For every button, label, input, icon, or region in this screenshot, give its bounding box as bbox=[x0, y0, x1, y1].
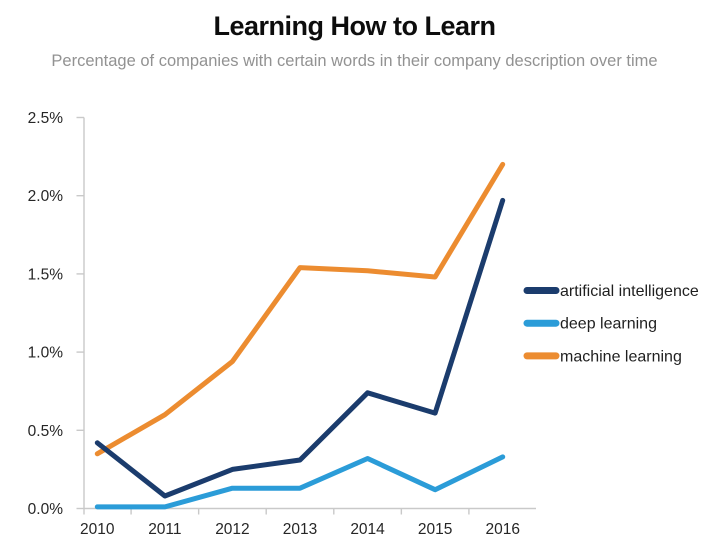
y-tick-label: 2.5% bbox=[28, 110, 64, 127]
legend-label-deep-learning: deep learning bbox=[560, 316, 657, 333]
legend-label-machine-learning: machine learning bbox=[560, 348, 682, 365]
x-tick-label: 2016 bbox=[485, 521, 519, 538]
legend-label-artificial-intelligence: artificial intelligence bbox=[560, 283, 699, 300]
x-tick-label: 2015 bbox=[418, 521, 452, 538]
y-tick-label: 0.5% bbox=[28, 423, 64, 440]
y-tick-label: 2.0% bbox=[28, 188, 64, 205]
y-tick-label: 1.5% bbox=[28, 266, 64, 283]
y-tick-label: 0.0% bbox=[28, 501, 64, 518]
x-tick-label: 2011 bbox=[148, 521, 181, 538]
series-line-machine-learning bbox=[94, 161, 506, 457]
x-tick-label: 2010 bbox=[80, 521, 115, 538]
chart-title: Learning How to Learn bbox=[213, 11, 496, 41]
series-line-artificial-intelligence bbox=[94, 197, 506, 499]
series-line-deep-learning bbox=[94, 454, 506, 510]
chart-subtitle: Percentage of companies with certain wor… bbox=[51, 52, 658, 70]
x-tick-label: 2014 bbox=[350, 521, 385, 538]
x-tick-label: 2013 bbox=[283, 521, 317, 538]
y-tick-label: 1.0% bbox=[28, 345, 64, 362]
x-tick-label: 2012 bbox=[215, 521, 249, 538]
